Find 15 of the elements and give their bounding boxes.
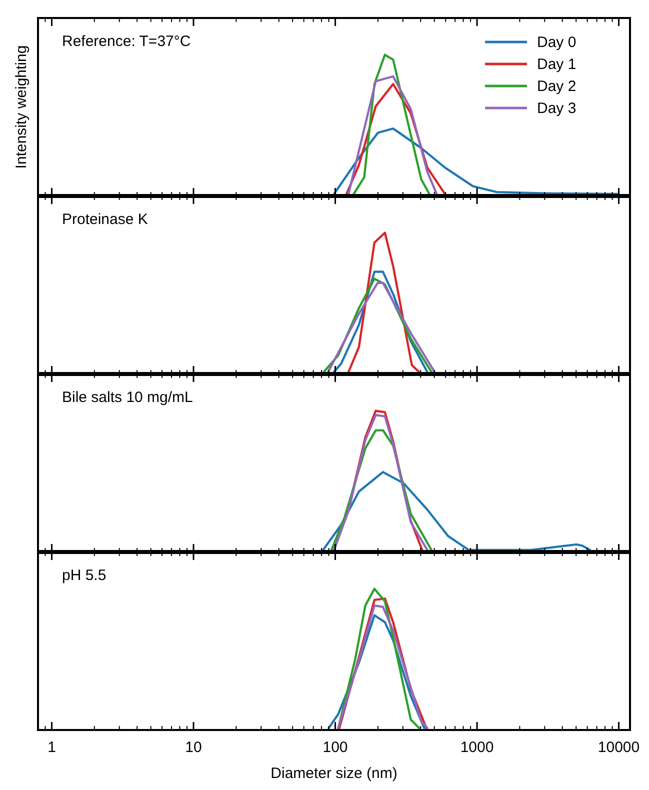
x-axis-title: Diameter size (nm)	[270, 765, 398, 782]
legend-label: Day 3	[537, 100, 576, 117]
x-tick-label: 1000	[460, 739, 494, 756]
chart-title: pH 5.5	[62, 567, 106, 584]
x-tick-label: 10000	[598, 739, 640, 756]
chart-title: Bile salts 10 mg/mL	[62, 389, 193, 406]
legend-label: Day 0	[537, 34, 576, 51]
legend-label: Day 2	[537, 78, 576, 95]
chart-title: Reference: T=37°C	[62, 33, 191, 50]
x-tick-label: 10	[185, 739, 202, 756]
x-tick-label: 1	[48, 739, 56, 756]
chart-title: Proteinase K	[62, 211, 148, 228]
y-axis-title: Intensity weighting	[13, 45, 30, 169]
x-tick-label: 100	[322, 739, 348, 756]
legend-label: Day 1	[537, 56, 576, 73]
